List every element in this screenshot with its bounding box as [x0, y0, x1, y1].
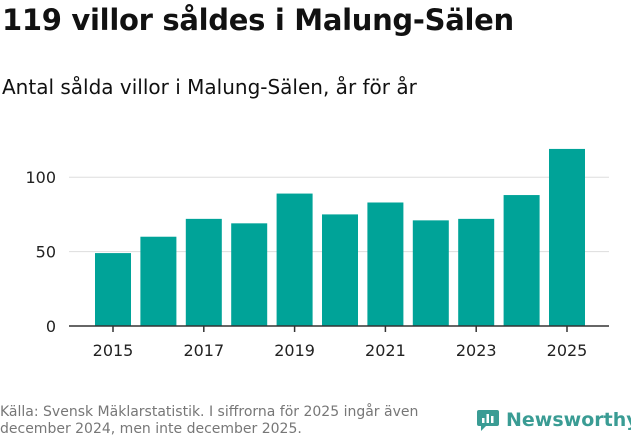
bar-2015	[95, 253, 131, 326]
bar-2018	[231, 223, 268, 326]
x-tick-label-2023: 2023	[456, 341, 497, 360]
bar-2021	[367, 202, 404, 326]
bar-chart: 0 50 100 2015 2017 2019 2021 2023 2025	[25, 148, 609, 360]
x-tick-label-2017: 2017	[183, 341, 224, 360]
newsworthy-logo-icon	[477, 410, 499, 431]
bar-2022	[412, 220, 449, 326]
x-tick-label-2021: 2021	[365, 341, 406, 360]
bar-2024	[503, 195, 540, 326]
bar-2023	[458, 218, 495, 326]
source-note: Källa: Svensk Mäklarstatistik. I siffror…	[0, 404, 419, 437]
y-tick-label-100: 100	[25, 168, 56, 187]
y-tick-label-0: 0	[46, 317, 56, 336]
axes: 0 50 100 2015 2017 2019 2021 2023 2025	[25, 168, 609, 360]
x-tick-label-2025: 2025	[547, 341, 588, 360]
bar-2020	[322, 214, 358, 326]
bar-2017	[185, 218, 222, 326]
brand-name: Newsworthy	[506, 409, 631, 431]
bar-2016	[140, 236, 177, 326]
bars	[95, 148, 585, 326]
bar-2019	[276, 193, 313, 326]
chart-subtitle: Antal sålda villor i Malung-Sälen, år fö…	[2, 75, 417, 99]
x-tick-label-2019: 2019	[274, 341, 315, 360]
y-tick-label-50: 50	[36, 243, 56, 262]
chart-title: 119 villor såldes i Malung-Sälen	[2, 3, 514, 37]
brand[interactable]: Newsworthy	[476, 408, 631, 432]
bar-2025	[549, 148, 585, 326]
x-tick-label-2015: 2015	[93, 341, 134, 360]
